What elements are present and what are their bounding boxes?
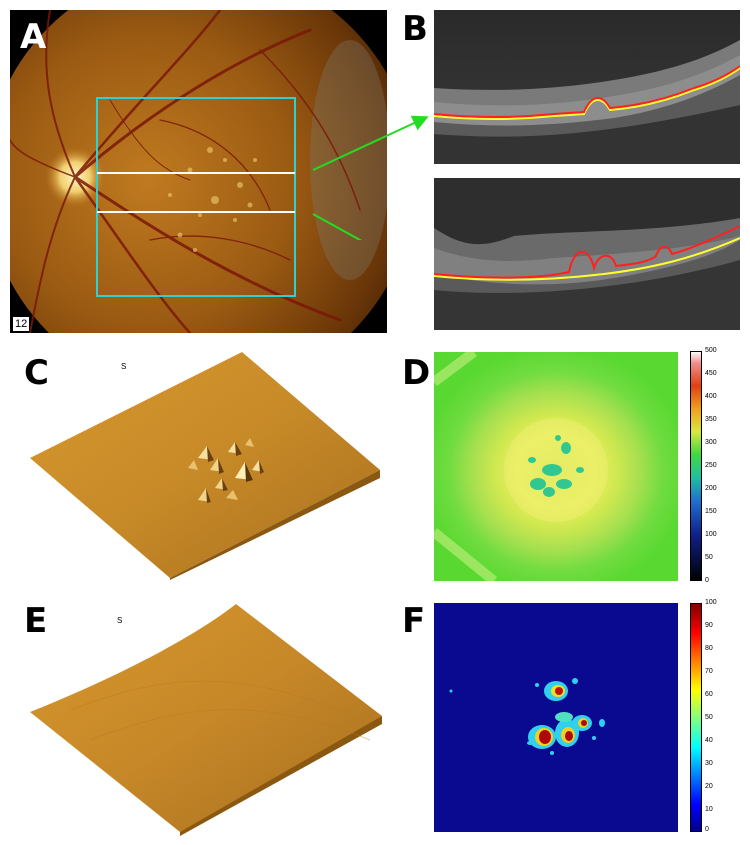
colorbar-f-tick: 90 (705, 622, 713, 629)
drusen-probability-map (434, 603, 678, 832)
colorbar-f-tick: 80 (705, 645, 713, 652)
colorbar-f-tick: 70 (705, 668, 713, 675)
colorbar-f-tick: 40 (705, 737, 713, 744)
colorbar-f-tick: 60 (705, 691, 713, 698)
colorbar-probability (690, 603, 702, 832)
panel-label-c: C (24, 353, 49, 393)
fundus-photo-panel: A 12 (10, 10, 387, 333)
colorbar-d-tick: 500 (705, 347, 717, 354)
colorbar-d-tick: 400 (705, 393, 717, 400)
colorbar-d-tick: 300 (705, 439, 717, 446)
fundus-image (10, 10, 387, 333)
frame-number-badge: 12 (12, 316, 31, 332)
drusen-peaks (188, 438, 264, 503)
arrow-to-lower-oct (312, 213, 363, 240)
orientation-superior-e: S (117, 616, 123, 625)
colorbar-d-tick: 450 (705, 370, 717, 377)
panel-label-a: A (20, 17, 47, 57)
colorbar-f-tick: 0 (705, 826, 709, 833)
colorbar-d-tick: 50 (705, 554, 713, 561)
colorbar-d-tick: 250 (705, 462, 717, 469)
thickness-map (434, 352, 678, 581)
colorbar-f-tick: 10 (705, 806, 713, 813)
colorbar-f-tick: 30 (705, 760, 713, 767)
surface-3d-smooth (30, 600, 390, 840)
colorbar-d-tick: 100 (705, 531, 717, 538)
panel-label-e: E (24, 601, 48, 641)
arrow-to-upper-oct (312, 115, 429, 171)
oct-scan-lower (434, 178, 740, 330)
surface-3d-with-drusen (30, 350, 390, 580)
arrows-overlay (312, 115, 429, 240)
colorbar-f-tick: 20 (705, 783, 713, 790)
panel-label-b: B (402, 9, 428, 49)
colorbar-d-tick: 150 (705, 508, 717, 515)
colorbar-thickness (690, 351, 702, 581)
orientation-superior-c: S (121, 362, 127, 371)
panel-label-d: D (402, 353, 431, 393)
region-of-interest-box (96, 97, 296, 297)
colorbar-d-tick: 350 (705, 416, 717, 423)
colorbar-d-tick: 0 (705, 577, 709, 584)
colorbar-f-tick: 100 (705, 599, 717, 606)
colorbar-d-tick: 200 (705, 485, 717, 492)
colorbar-f-tick: 50 (705, 714, 713, 721)
panel-label-f: F (402, 601, 426, 641)
oct-scan-upper (434, 10, 740, 164)
